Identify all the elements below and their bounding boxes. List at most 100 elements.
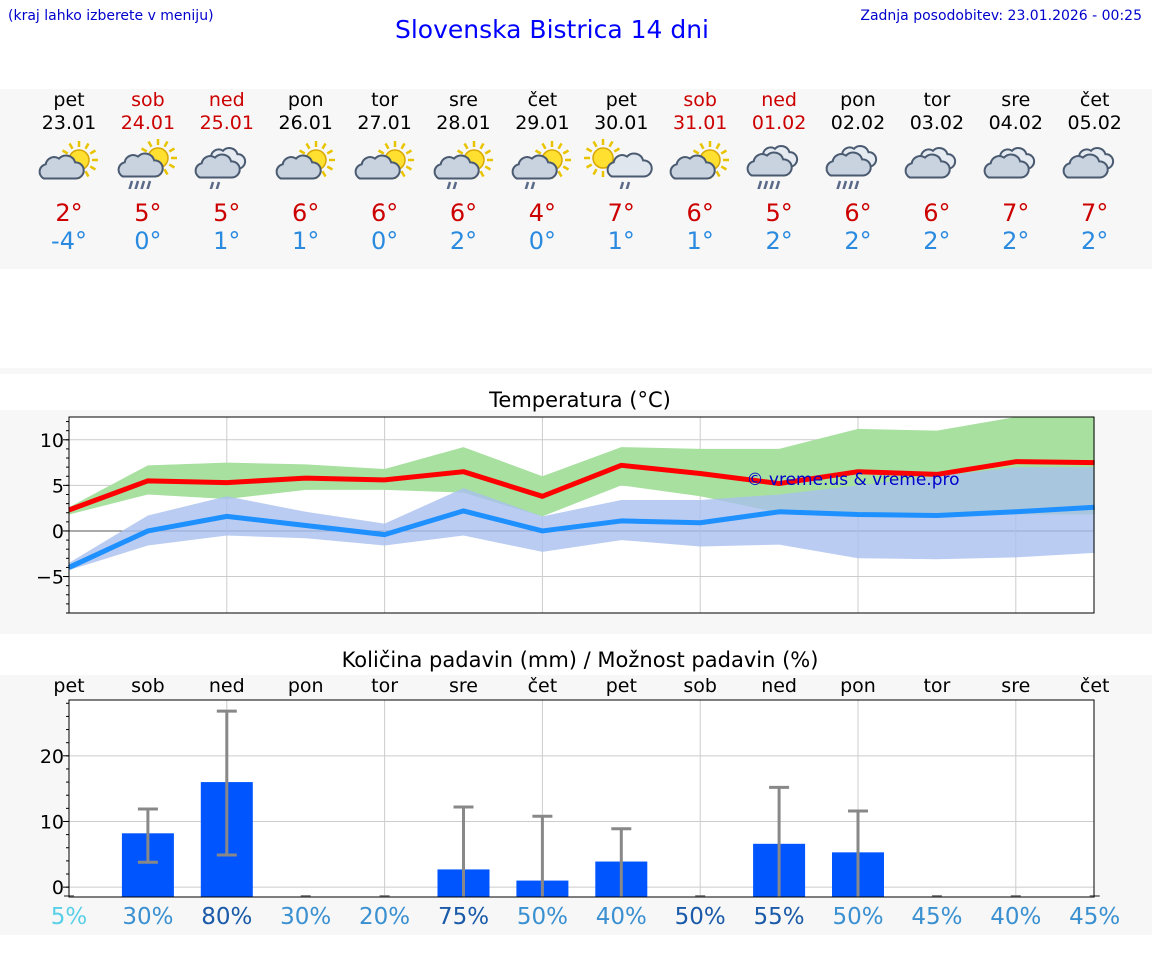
day-card: ned 01.02 5° 2°: [739, 89, 819, 269]
day-date: 03.02: [909, 112, 965, 134]
day-card: sre 04.02 7° 2°: [976, 89, 1056, 269]
precip-probability: 55%: [753, 904, 805, 930]
y-tick-label: 10: [40, 811, 64, 833]
temp-max: 4°: [528, 199, 557, 227]
partly-cloudy-icon: [669, 141, 730, 180]
day-date: 23.01: [41, 112, 97, 134]
temp-min: 0°: [134, 227, 162, 255]
precip-day-label: sob: [131, 675, 165, 697]
day-date: 27.01: [357, 112, 412, 134]
divider-band: [0, 368, 1152, 374]
temp-min: 2°: [923, 227, 951, 255]
precip-chart-title: Količina padavin (mm) / Možnost padavin …: [341, 648, 819, 672]
partly-cloudy-icon: [354, 141, 414, 180]
temp-max: 6°: [292, 199, 320, 227]
location-hint: (kraj lahko izberete v meniju): [8, 8, 214, 24]
temp-max: 5°: [134, 199, 162, 227]
day-date: 26.01: [278, 112, 333, 134]
day-date: 28.01: [436, 112, 491, 134]
precip-day-label: sob: [683, 675, 717, 697]
day-card: sob 24.01 5° 0°: [108, 89, 188, 269]
temp-max: 7°: [1081, 199, 1109, 227]
day-date: 01.02: [751, 112, 807, 134]
cloudy-icon: [1062, 147, 1114, 179]
precip-probability: 20%: [359, 904, 411, 930]
temp-max: 7°: [607, 199, 635, 227]
day-name: ned: [761, 89, 797, 111]
y-tick-label: 0: [52, 877, 64, 899]
day-card: ned 25.01 5° 1°: [187, 89, 267, 269]
temp-min: 1°: [213, 227, 241, 255]
forecast-band: [0, 89, 1152, 269]
precip-probability: 50%: [832, 904, 884, 930]
temp-max: 5°: [765, 199, 793, 227]
precip-probability: 50%: [674, 904, 726, 930]
y-tick-label: −5: [36, 567, 64, 589]
day-name: sre: [1001, 89, 1031, 111]
temp-min: 2°: [449, 227, 478, 255]
precip-day-label: sre: [449, 675, 478, 697]
day-date: 25.01: [199, 112, 254, 134]
precip-probability: 40%: [990, 904, 1042, 930]
day-name: sob: [683, 89, 717, 111]
day-date: 04.02: [988, 112, 1043, 134]
partly-cloudy-icon: [275, 141, 335, 180]
cloudy-light-rain-icon: [194, 147, 246, 189]
temp-max: 6°: [370, 199, 399, 227]
temp-min: 1°: [607, 227, 635, 255]
partly-cloudy-light-rain-icon: [433, 141, 493, 189]
temp-min: 2°: [844, 227, 872, 255]
temp-min: 2°: [765, 227, 793, 255]
precip-probability: 75%: [437, 904, 490, 930]
day-date: 24.01: [120, 112, 176, 134]
day-card: sob 31.01 6° 1°: [660, 89, 740, 269]
temp-min: 1°: [292, 227, 320, 255]
day-name: čet: [1079, 89, 1110, 111]
precip-probability: 45%: [911, 904, 963, 930]
last-update: Zadnja posodobitev: 23.01.2026 - 00:25: [860, 8, 1142, 24]
precip-day-label: pet: [605, 675, 637, 697]
partly-cloudy-rain-icon: [117, 139, 177, 189]
cloudy-rain-icon: [746, 145, 799, 189]
day-card: pet 23.01 2° -4°: [29, 89, 109, 269]
precip-day-label: tor: [923, 675, 951, 697]
day-name: tor: [371, 89, 399, 111]
temp-min: -4°: [51, 227, 87, 255]
temp-min: 2°: [1081, 227, 1109, 255]
temp-max: 2°: [55, 199, 83, 227]
precip-day-label: pet: [53, 675, 85, 697]
day-date: 02.02: [830, 112, 886, 134]
day-card: pet 30.01 7° 1°: [581, 89, 661, 269]
precip-day-label: tor: [371, 675, 399, 697]
day-date: 31.01: [672, 112, 728, 134]
day-name: sre: [449, 89, 478, 111]
temp-max: 7°: [1002, 199, 1030, 227]
temp-max: 6°: [923, 199, 951, 227]
day-card: čet 05.02 7° 2°: [1055, 89, 1135, 269]
temp-min: 0°: [370, 227, 399, 255]
day-name: tor: [923, 89, 951, 111]
y-tick-label: 20: [40, 746, 64, 768]
precip-probability: 45%: [1069, 904, 1121, 930]
precip-day-label: čet: [527, 675, 558, 697]
cloudy-icon: [904, 147, 956, 179]
temp-max: 6°: [449, 199, 478, 227]
cloudy-rain-icon: [825, 145, 878, 189]
day-card: tor 03.02 6° 2°: [897, 89, 977, 269]
y-tick-label: 0: [52, 521, 64, 543]
day-name: pon: [840, 89, 876, 111]
precip-probability: 30%: [122, 904, 174, 930]
precip-day-label: pon: [840, 675, 876, 697]
precip-probability: 40%: [595, 904, 647, 930]
page-title: Slovenska Bistrica 14 dni: [394, 15, 710, 44]
cloudy-icon: [983, 147, 1035, 179]
precip-day-label: sre: [1001, 675, 1031, 697]
precip-day-label: pon: [287, 675, 324, 697]
watermark: © vreme.us & vreme.pro: [746, 470, 959, 490]
day-name: čet: [527, 89, 558, 111]
max-temp-line: [68, 459, 1095, 513]
day-date: 05.02: [1067, 112, 1122, 134]
day-card: pon 02.02 6° 2°: [818, 89, 898, 269]
precip-probability: 80%: [201, 904, 253, 930]
temp-max: 6°: [844, 199, 872, 227]
